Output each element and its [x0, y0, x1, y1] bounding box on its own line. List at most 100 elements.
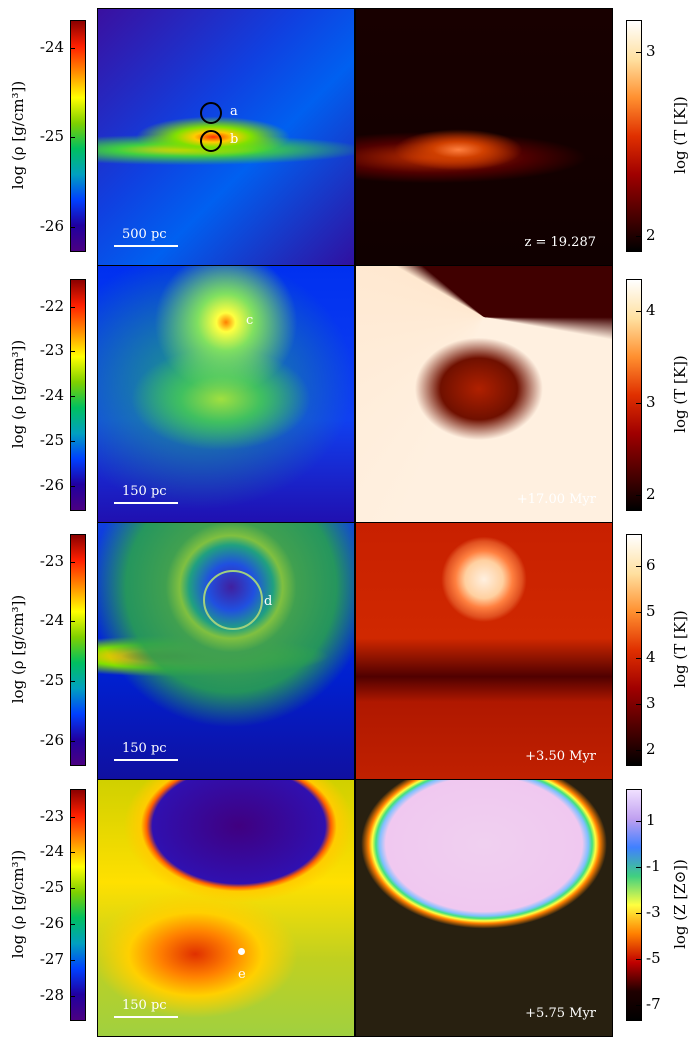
figure-row: -24 -25 -26 log (ρ [g/cm³]) 500 pc a b z = 19.2… [0, 8, 698, 266]
right-tick-label: -3 [646, 903, 661, 922]
right-tick-label: 4 [646, 648, 656, 667]
density-tick-label: -22 [39, 296, 64, 315]
density-tick-mark [70, 816, 75, 818]
density-colorbar [70, 279, 86, 511]
right-tick-mark [636, 495, 641, 497]
density-tick-label: -25 [39, 671, 64, 690]
right-tick-mark [636, 867, 641, 869]
right-tick-mark [636, 913, 641, 915]
density-colorbar [70, 789, 86, 1021]
scale-bar-label: 500 pc [122, 227, 167, 242]
right-tick-label: 1 [646, 811, 656, 830]
marker-label: b [230, 132, 239, 147]
density-tick-label: -26 [39, 217, 64, 235]
scale-bar [114, 502, 178, 504]
temperature-colorbar [626, 534, 642, 766]
density-panel: 150 pc e [97, 779, 355, 1037]
secondary-panel: z = 19.287 [355, 8, 613, 266]
time-label: +5.75 Myr [525, 1006, 596, 1021]
right-tick-mark [636, 1005, 641, 1007]
scale-bar-label: 150 pc [122, 484, 167, 499]
right-tick-label: 2 [646, 226, 656, 245]
right-tick-mark [636, 52, 641, 54]
density-tick-label: -26 [39, 914, 64, 933]
density-tick-mark [70, 351, 75, 353]
source-dot [238, 948, 245, 955]
right-tick-mark [636, 821, 641, 823]
right-tick-label: 3 [646, 694, 656, 713]
scale-bar-label: 150 pc [122, 741, 167, 756]
density-tick-label: -28 [39, 986, 64, 1004]
density-tick-mark [70, 227, 75, 228]
density-tick-mark [70, 852, 75, 854]
density-axis-label: log (ρ [g/cm³]) [9, 849, 27, 959]
metallicity-axis-label: log (Z [Z⊙]) [671, 859, 689, 949]
marker-label: d [264, 594, 273, 609]
density-tick-mark [70, 441, 75, 443]
scale-bar [114, 245, 178, 247]
density-tick-mark [70, 681, 75, 683]
scale-bar [114, 759, 178, 761]
density-tick-label: -23 [39, 551, 64, 570]
density-tick-label: -23 [39, 341, 64, 360]
right-tick-label: 5 [646, 602, 656, 621]
density-tick-mark [70, 137, 75, 139]
density-tick-mark [70, 396, 75, 398]
shell-marker-circle [203, 570, 263, 630]
density-tick-label: -24 [39, 842, 64, 861]
right-tick-label: 3 [646, 42, 656, 61]
scale-bar [114, 1016, 178, 1018]
time-label: z = 19.287 [524, 235, 597, 250]
secondary-panel: +3.50 Myr [355, 522, 613, 780]
density-axis-label: log (ρ [g/cm³]) [9, 339, 27, 449]
temperature-axis-label: log (T [K]) [671, 96, 689, 174]
right-tick-label: -1 [646, 857, 661, 876]
scale-bar-label: 150 pc [122, 998, 167, 1013]
right-tick-mark [636, 311, 641, 313]
density-tick-mark [70, 486, 75, 487]
figure-row: -23 -24 -25 -26 -27 -28 log (ρ [g/cm³]) 150 pc e… [0, 779, 698, 1037]
right-tick-label: -5 [646, 949, 661, 968]
right-tick-mark [636, 566, 641, 568]
right-tick-mark [636, 959, 641, 961]
density-panel: 150 pc c [97, 265, 355, 523]
right-tick-label: 3 [646, 393, 656, 412]
density-tick-label: -26 [39, 476, 64, 494]
right-tick-mark [636, 236, 641, 238]
right-tick-mark [636, 612, 641, 614]
figure-row: -23 -24 -25 -26 log (ρ [g/cm³]) 150 pc d +3.50 … [0, 522, 698, 780]
marker-label: e [238, 967, 246, 982]
density-tick-label: -25 [39, 127, 64, 146]
density-axis-label: log (ρ [g/cm³]) [9, 594, 27, 704]
metallicity-colorbar [626, 789, 642, 1021]
density-tick-mark [70, 996, 75, 997]
density-tick-mark [70, 621, 75, 623]
time-label: +17.00 Myr [516, 492, 596, 507]
density-tick-label: -23 [39, 806, 64, 825]
density-tick-label: -27 [39, 950, 64, 969]
halo-marker-circle [200, 130, 222, 152]
density-tick-label: -24 [39, 37, 64, 56]
right-tick-label: 2 [646, 740, 656, 759]
secondary-panel: +5.75 Myr [355, 779, 613, 1037]
right-tick-mark [636, 658, 641, 660]
density-tick-mark [70, 741, 75, 742]
right-tick-mark [636, 403, 641, 405]
temperature-colorbar [626, 20, 642, 252]
density-tick-mark [70, 306, 75, 308]
temperature-axis-label: log (T [K]) [671, 610, 689, 688]
halo-marker-circle [200, 102, 222, 124]
density-tick-label: -24 [39, 611, 64, 630]
density-tick-mark [70, 561, 75, 563]
temperature-axis-label: log (T [K]) [671, 355, 689, 433]
temperature-colorbar [626, 279, 642, 511]
density-colorbar [70, 20, 86, 252]
density-tick-mark [70, 960, 75, 962]
marker-label: c [246, 313, 254, 328]
density-colorbar [70, 534, 86, 766]
time-label: +3.50 Myr [525, 749, 596, 764]
right-tick-mark [636, 750, 641, 752]
right-tick-label: 2 [646, 485, 656, 504]
density-axis-label: log (ρ [g/cm³]) [9, 80, 27, 190]
density-tick-mark [70, 888, 75, 890]
